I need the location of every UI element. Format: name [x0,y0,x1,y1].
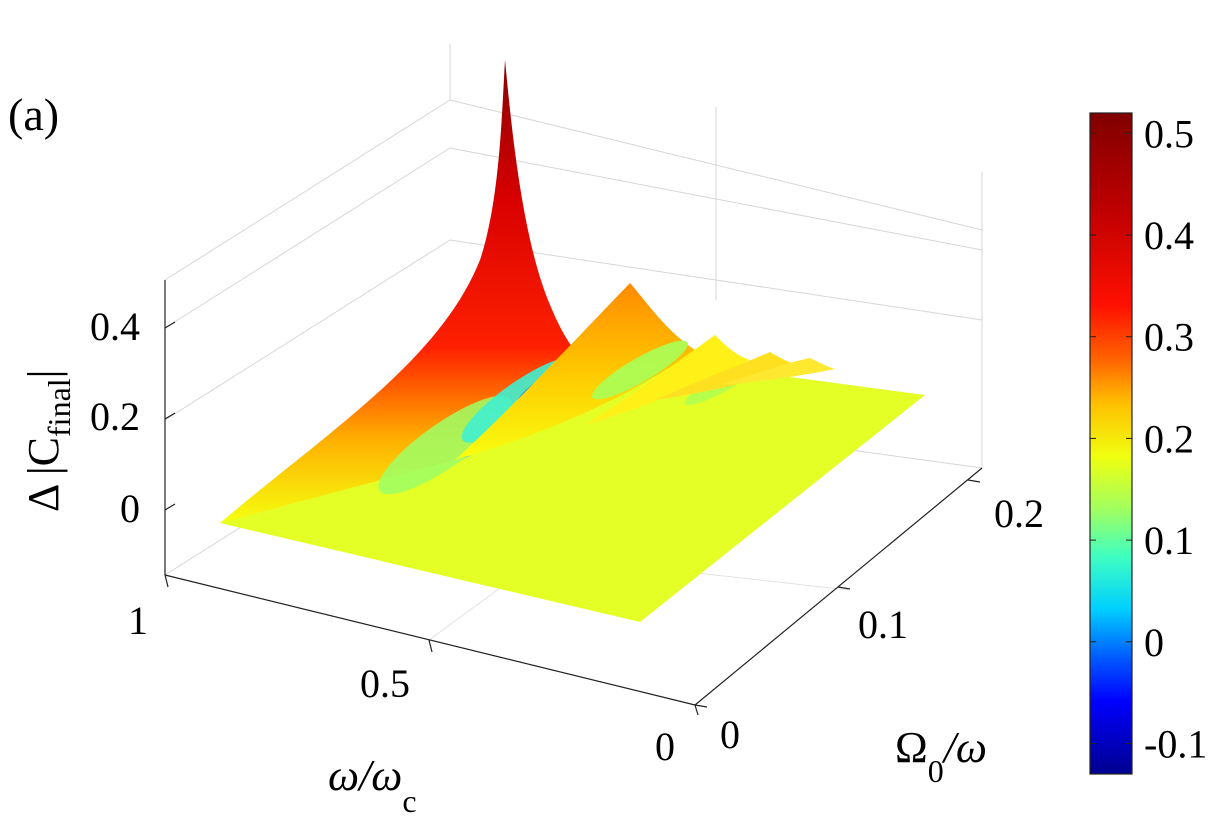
x-tick-label-1: 1 [128,598,148,643]
z-tick-label-0: 0 [120,486,140,531]
x-tick-label-0: 0 [655,724,675,769]
y-tick-label-0: 0 [720,712,740,757]
x-axis-label: ω/ωc [328,751,417,819]
colorbar-tick-label: 0 [1144,620,1164,665]
y-axis [694,467,983,708]
colorbar: -0.1 0 0.1 0.2 0.3 0.4 0.5 [1089,111,1207,775]
surface-ridge-5 [720,358,835,385]
y-tick-label-02: 0.2 [994,491,1044,536]
z-tick-label-2: 0.4 [90,304,140,349]
colorbar-tick-label: 0.4 [1144,213,1194,258]
surface-ridge-4 [655,352,800,400]
surface [220,60,925,622]
colorbar-tick-label: 0.5 [1144,111,1194,156]
x-axis [164,574,699,716]
z-tick-label-1: 0.2 [90,394,140,439]
surface-floor [220,342,925,622]
panel-label: (a) [8,89,59,140]
y-axis-label: Ω0/ω [895,723,987,789]
colorbar-tick-label: -0.1 [1144,721,1207,766]
z-axis-label: Δ |Cfinal| [19,370,77,512]
x-tick-label-05: 0.5 [360,661,410,706]
y-tick-label-01: 0.1 [858,602,908,647]
colorbar-tick-label: 0.1 [1144,518,1194,563]
surface-ridge-2 [455,283,695,460]
colorbar-gradient [1089,112,1133,775]
colorbar-tick-label: 0.3 [1144,315,1194,360]
surface-ridge-3 [585,335,750,425]
z-axis [164,280,176,575]
colorbar-tick-label: 0.2 [1144,416,1194,461]
surface-well-4 [591,340,689,400]
